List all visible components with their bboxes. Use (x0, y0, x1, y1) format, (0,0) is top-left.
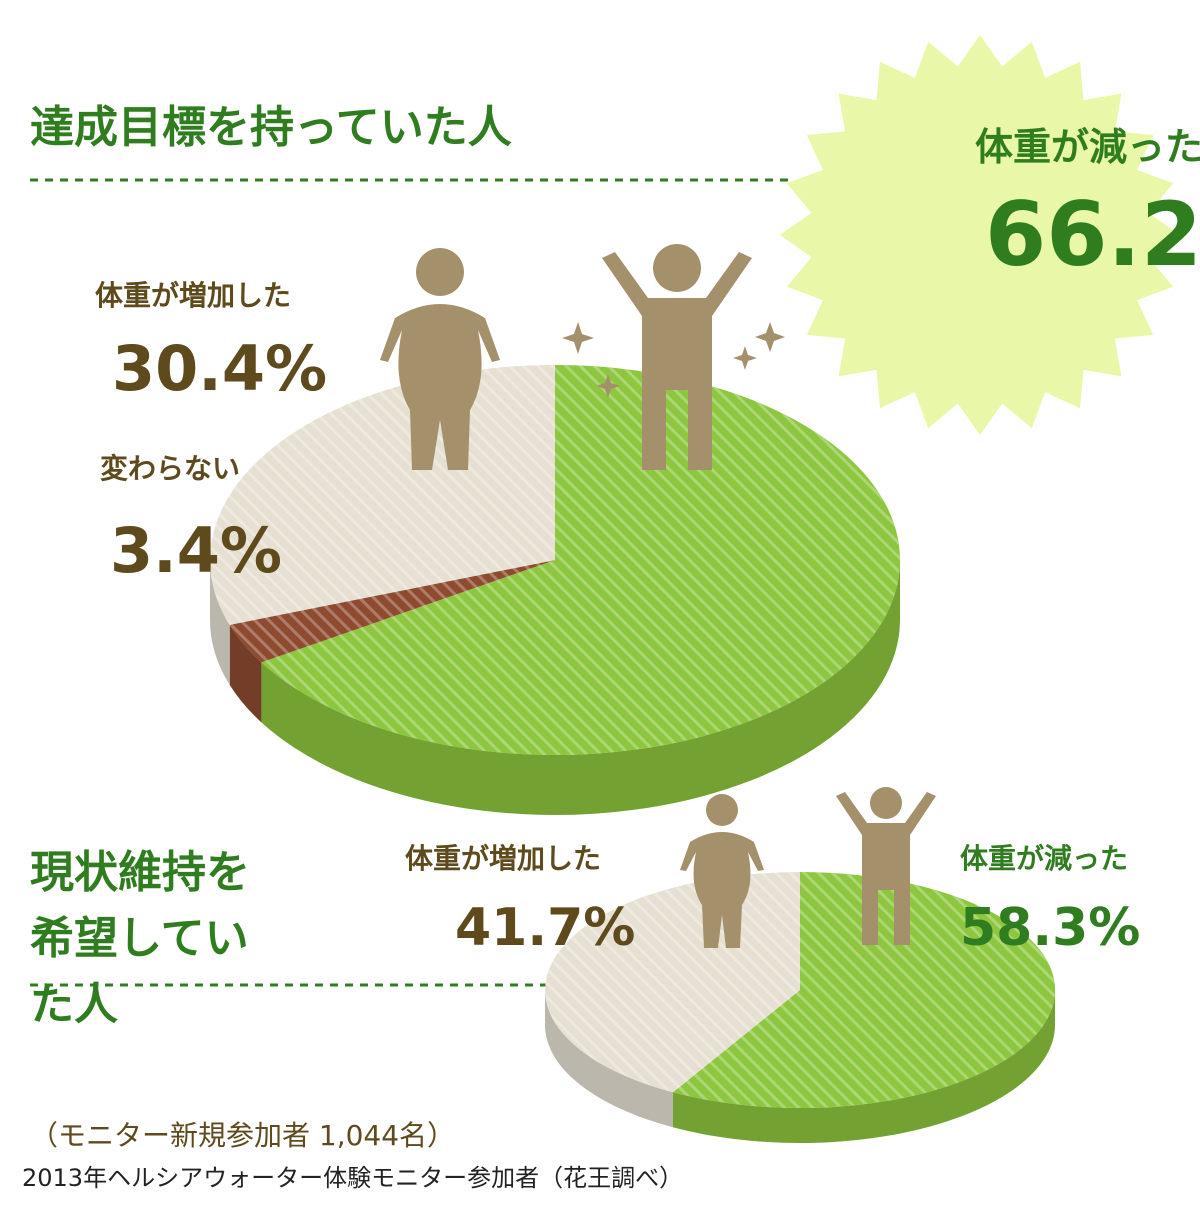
slice-label: 体重が減った (975, 125, 1200, 169)
starburst (780, 35, 1180, 435)
footnote: （モニター新規参加者 1,044名） (30, 1119, 455, 1152)
slice-label: 体重が増加した (405, 842, 601, 875)
pie-side (210, 560, 230, 685)
value-label: 3.4% (110, 514, 282, 587)
figure-heavy-small (680, 794, 764, 948)
pie-side-shade (229, 624, 262, 723)
slice-label: 体重が減った (960, 842, 1128, 875)
pie-stripes (229, 560, 555, 663)
source: 2013年ヘルシアウォーター体験モニター参加者（花王調べ） (22, 1164, 683, 1192)
pie-side (673, 990, 1055, 1143)
pie-side (261, 560, 900, 815)
slice-label: 変わらない (100, 452, 240, 485)
figure-happy (602, 244, 752, 470)
figure-heavy (380, 248, 500, 470)
pie-side (545, 990, 673, 1128)
pie-side-shade (261, 560, 900, 815)
pie-side-shade (210, 560, 230, 685)
value-label: 30.4% (112, 332, 327, 405)
value-label: 66.2% (985, 183, 1200, 286)
chart-title: 達成目標を持っていた人 (30, 102, 512, 153)
pie-side-shade (673, 990, 1055, 1143)
pie-side (229, 624, 262, 723)
pie-stripes (673, 871, 1056, 1108)
slice-label: 体重が増加した (95, 279, 291, 312)
sparkles (562, 322, 785, 398)
chart-title: 現状維持を希望していた人 (30, 847, 250, 1030)
pies (210, 365, 1056, 1143)
value-label: 58.3% (960, 898, 1140, 958)
figure-happy-small (836, 787, 936, 945)
pie-stripes (261, 365, 901, 755)
value-label: 41.7% (455, 898, 635, 958)
pie-side-shade (545, 990, 673, 1128)
